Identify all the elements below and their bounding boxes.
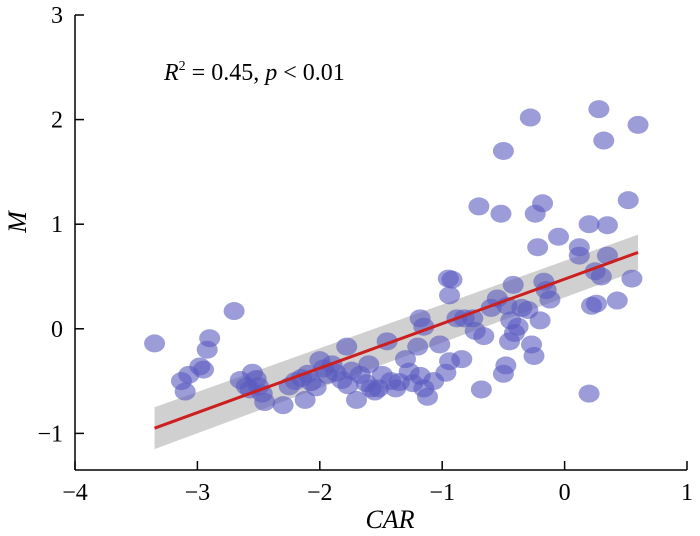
data-point [294,390,316,409]
data-point [547,227,569,246]
y-tick-label: 1 [51,212,63,238]
data-point [539,290,561,309]
y-tick-label: −1 [37,421,63,447]
data-point [144,334,166,353]
data-point [417,387,439,406]
data-point [199,329,221,348]
data-point [451,350,473,369]
data-point [523,346,545,365]
data-point [527,238,549,257]
point-layer [144,100,649,415]
data-point [223,302,245,321]
data-point [470,380,492,399]
data-point [468,197,490,216]
data-point [495,356,517,375]
regression-line [154,251,639,430]
data-point [193,360,215,379]
x-axis-title: CAR [365,505,414,534]
x-tick-label: −1 [429,480,455,506]
x-tick-label: 0 [559,480,571,506]
x-tick-label: 1 [681,480,693,506]
data-point [617,191,639,210]
axes: −4 −3 −2 −1 0 1 −1 0 1 2 3 [37,3,693,506]
fit-line-layer [154,251,639,430]
data-point [407,337,429,356]
data-point [578,384,600,403]
y-tick-label: 0 [51,317,63,343]
data-point [439,286,461,305]
data-point [254,393,276,412]
data-point [492,141,514,160]
data-point [272,396,294,415]
y-axis-title: M [3,210,32,234]
regression-annotation: R2 = 0.45, p < 0.01 [163,59,345,86]
data-point [174,382,196,401]
data-point [441,270,463,289]
data-point [621,269,643,288]
data-point [578,215,600,234]
data-point [507,317,529,336]
data-point [519,108,541,127]
data-point [588,100,610,119]
y-tick-label: 2 [51,108,63,134]
x-tick-label: −2 [307,480,333,506]
data-point [529,311,551,330]
data-point [627,115,649,134]
data-point [473,327,495,346]
data-point [590,267,612,286]
data-point [606,291,628,310]
data-point [585,294,607,313]
data-point [593,131,615,150]
data-point [346,390,368,409]
data-point [568,238,590,257]
x-tick-label: −4 [62,480,88,506]
data-point [336,337,358,356]
data-point [490,204,512,223]
data-point [532,194,554,213]
data-point [305,378,327,397]
data-point [596,216,618,235]
y-tick-label: 3 [51,3,63,29]
data-point [429,335,451,354]
x-tick-label: −3 [185,480,211,506]
data-point [358,355,380,374]
data-point [502,275,524,294]
